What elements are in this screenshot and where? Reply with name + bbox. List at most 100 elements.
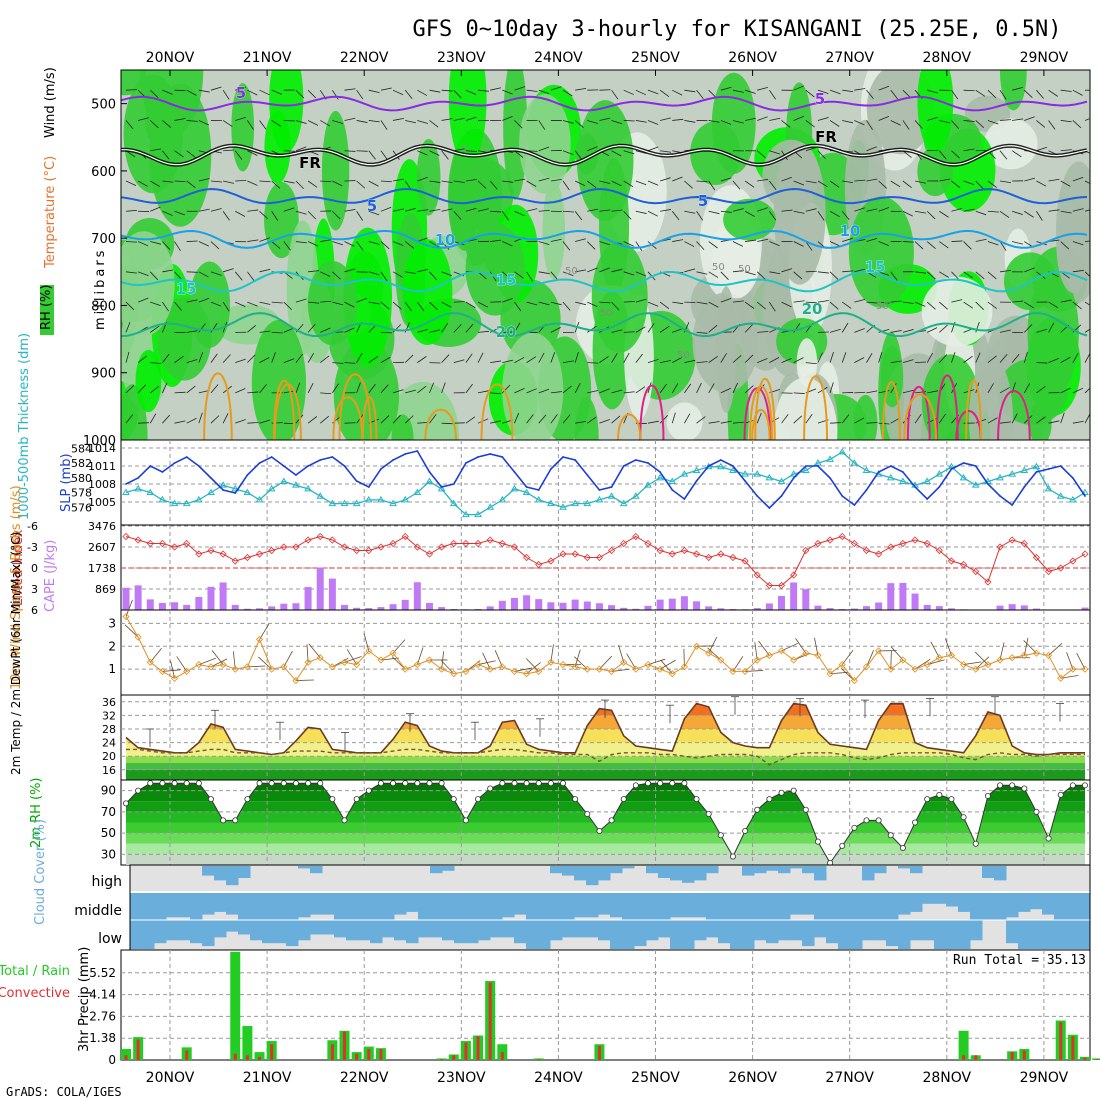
- li-point: [1045, 567, 1053, 576]
- cloud-bar-low: [778, 920, 791, 941]
- rh2m-point: [305, 780, 312, 787]
- wind-barb: [744, 210, 755, 217]
- wind-barb: [1072, 208, 1084, 212]
- wind-barb: [1024, 177, 1036, 182]
- wind-barb: [672, 118, 684, 121]
- top-date-axis: 20NOV 21NOV 22NOV 23NOV 24NOV 25NOV 26NOV 27NOV…: [146, 50, 1069, 66]
- wind-barb: [1048, 89, 1058, 97]
- wind-barb: [817, 150, 826, 159]
- wind-barb: [866, 120, 873, 130]
- slp-point: [489, 453, 492, 455]
- slp-point: [210, 477, 212, 479]
- li-point: [1069, 557, 1077, 565]
- precip-convective-bar: [974, 1055, 978, 1060]
- wind-barb: [465, 150, 477, 152]
- wind-barb: [186, 359, 198, 364]
- wind-barb: [368, 180, 379, 187]
- wind-barb: [490, 87, 502, 91]
- precip-convective-bar: [1083, 1057, 1087, 1060]
- wind-barb: [283, 301, 292, 311]
- wind-barb: [404, 89, 413, 99]
- cloud-bar-middle: [658, 893, 671, 920]
- thickness-point: [1081, 488, 1089, 496]
- rh2m-point: [268, 780, 275, 787]
- rh2m-point: [135, 787, 142, 794]
- li-point: [510, 543, 519, 551]
- wind-barb: [538, 301, 550, 306]
- wind-barb: [344, 327, 355, 333]
- rh-shade-blob: [1056, 199, 1090, 294]
- thickness-point: [364, 495, 373, 503]
- wind-barb: [125, 271, 137, 274]
- wind-barb: [514, 210, 525, 217]
- wind-barb: [332, 120, 344, 124]
- thickness-point: [267, 484, 276, 492]
- cloud-bar-low: [214, 920, 227, 938]
- cloud-bar-middle: [250, 893, 263, 920]
- li-point: [268, 546, 276, 555]
- cloud-bar-low: [298, 920, 311, 941]
- wind-barb-10m: [574, 656, 588, 670]
- li-point: [875, 550, 883, 558]
- date-tick-top: 26NOV: [728, 50, 777, 66]
- wind-panel-frame: [120, 609, 1091, 696]
- wind-barb: [1072, 420, 1084, 424]
- thickness-ylabel: 1000-500mb Thickness (dm): [17, 333, 32, 520]
- cape-bar: [280, 603, 288, 610]
- wind-barb: [647, 301, 659, 307]
- wind-barb: [344, 88, 356, 91]
- wind-barb: [757, 331, 769, 333]
- cloud-bar-middle: [394, 893, 407, 915]
- cloud-bar-low: [454, 920, 467, 944]
- wind-barb: [514, 271, 524, 279]
- wind-barb: [914, 301, 926, 307]
- cloud-bar-middle: [142, 893, 155, 920]
- thickness-tick-label: 582: [71, 457, 92, 470]
- rh2m-point: [717, 832, 724, 839]
- wind-barb: [914, 210, 926, 214]
- wind-barb: [890, 300, 902, 303]
- wind-barb: [1084, 118, 1090, 121]
- wind-barb-10m: [258, 656, 272, 670]
- cloud-bar-middle: [610, 893, 623, 918]
- thickness-point: [546, 499, 555, 507]
- wind-barb: [744, 89, 756, 94]
- li-point: [255, 550, 264, 558]
- wind-barb-10m: [392, 639, 406, 654]
- rh2m-gridlines: [121, 780, 1090, 865]
- wind-barb: [526, 301, 538, 306]
- slp-point: [125, 483, 127, 485]
- li-tick-label: 3: [31, 583, 38, 596]
- wind-barb: [963, 301, 973, 309]
- wind-speed-point: [753, 656, 761, 664]
- thickness-point: [243, 488, 252, 496]
- cloud-bar-low: [550, 920, 563, 941]
- wind-speed-point: [425, 656, 434, 664]
- wind-barb: [223, 149, 235, 152]
- wind-barb: [890, 271, 898, 281]
- wind-barb: [477, 301, 488, 308]
- wind-barb: [866, 89, 874, 99]
- wind-speed-point: [899, 656, 907, 664]
- cloud-bar-low: [574, 920, 587, 938]
- wind-barb: [465, 353, 473, 363]
- wind-speed-point: [802, 649, 810, 657]
- wind-barb: [417, 328, 429, 333]
- precip-panel-frame: [120, 949, 1091, 1061]
- rh2m-point: [960, 814, 967, 821]
- wind-barb: [574, 382, 581, 394]
- wind-barb: [890, 360, 902, 364]
- slp-point: [137, 477, 140, 479]
- wind-barb: [599, 301, 611, 304]
- cloud-bar-low: [802, 920, 815, 947]
- precip-ylabel: 3hr Precip (mm): [77, 947, 92, 1052]
- wind-barb: [538, 241, 550, 245]
- wind-speed-point: [146, 658, 154, 666]
- wind-barb: [429, 89, 441, 93]
- wind-barb: [708, 241, 718, 249]
- contour-label: 5: [815, 90, 825, 108]
- li-point: [632, 532, 640, 541]
- wind-barb: [465, 116, 477, 121]
- wind-barb: [320, 120, 330, 127]
